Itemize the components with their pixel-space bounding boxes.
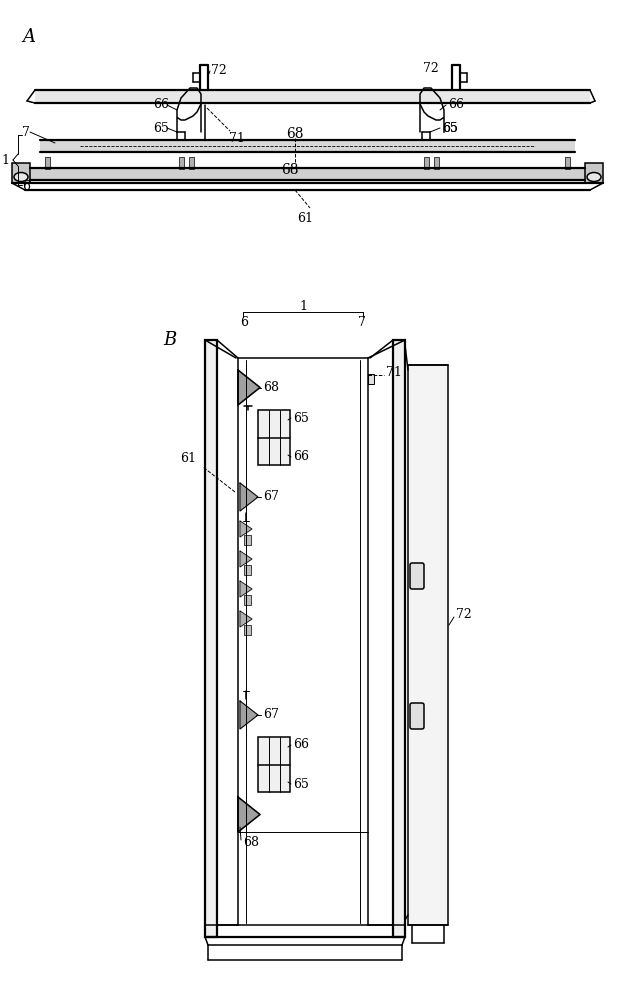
FancyBboxPatch shape bbox=[410, 703, 424, 729]
Text: 1: 1 bbox=[1, 153, 9, 166]
Bar bbox=[408, 365, 448, 925]
FancyBboxPatch shape bbox=[410, 563, 424, 589]
Polygon shape bbox=[238, 797, 260, 832]
Polygon shape bbox=[240, 521, 252, 537]
Ellipse shape bbox=[587, 172, 601, 182]
Text: 72: 72 bbox=[211, 64, 227, 77]
Bar bbox=[244, 595, 251, 605]
Text: 68: 68 bbox=[263, 381, 279, 394]
Polygon shape bbox=[238, 370, 260, 405]
Text: 68: 68 bbox=[286, 127, 304, 141]
Bar bbox=[40, 140, 575, 152]
Bar bbox=[244, 535, 251, 545]
Polygon shape bbox=[240, 581, 252, 597]
Text: 61: 61 bbox=[180, 452, 196, 466]
Text: 71: 71 bbox=[386, 366, 402, 379]
Text: B: B bbox=[163, 331, 176, 349]
Text: 66: 66 bbox=[293, 738, 309, 752]
Polygon shape bbox=[240, 701, 258, 729]
Bar bbox=[585, 163, 603, 183]
Text: 65: 65 bbox=[442, 121, 458, 134]
Text: 68: 68 bbox=[281, 163, 299, 177]
Text: 71: 71 bbox=[229, 132, 245, 145]
Bar bbox=[12, 163, 30, 183]
Bar bbox=[205, 340, 217, 937]
Bar bbox=[258, 737, 290, 792]
Polygon shape bbox=[240, 483, 258, 511]
Text: 65: 65 bbox=[442, 121, 458, 134]
Text: 7: 7 bbox=[22, 126, 30, 139]
Text: 72: 72 bbox=[423, 62, 439, 76]
Text: 68: 68 bbox=[243, 836, 259, 848]
Bar bbox=[244, 625, 251, 635]
Text: 67: 67 bbox=[263, 708, 279, 722]
Text: 65: 65 bbox=[153, 121, 169, 134]
Bar bbox=[30, 168, 585, 180]
Text: 7: 7 bbox=[358, 316, 366, 328]
Text: 61: 61 bbox=[297, 212, 313, 225]
Bar bbox=[393, 340, 405, 937]
Text: 66: 66 bbox=[448, 98, 464, 110]
Text: 6: 6 bbox=[22, 180, 30, 194]
Bar bbox=[45, 157, 50, 169]
Text: A: A bbox=[22, 28, 35, 46]
Polygon shape bbox=[240, 611, 252, 627]
Text: 67: 67 bbox=[263, 490, 279, 504]
Bar bbox=[368, 374, 374, 384]
Bar bbox=[565, 157, 570, 169]
Text: 66: 66 bbox=[293, 450, 309, 464]
Text: 1: 1 bbox=[299, 300, 307, 314]
Bar bbox=[35, 90, 590, 103]
Text: 72: 72 bbox=[456, 608, 472, 621]
Bar bbox=[424, 157, 429, 169]
Text: 65: 65 bbox=[293, 412, 309, 424]
Text: 6: 6 bbox=[240, 316, 248, 328]
Bar bbox=[434, 157, 439, 169]
Bar bbox=[244, 565, 251, 575]
Polygon shape bbox=[240, 551, 252, 567]
Bar bbox=[179, 157, 184, 169]
Ellipse shape bbox=[14, 172, 28, 182]
Bar bbox=[189, 157, 194, 169]
Bar bbox=[258, 410, 290, 465]
Text: 65: 65 bbox=[293, 778, 309, 790]
Text: 66: 66 bbox=[153, 98, 169, 110]
